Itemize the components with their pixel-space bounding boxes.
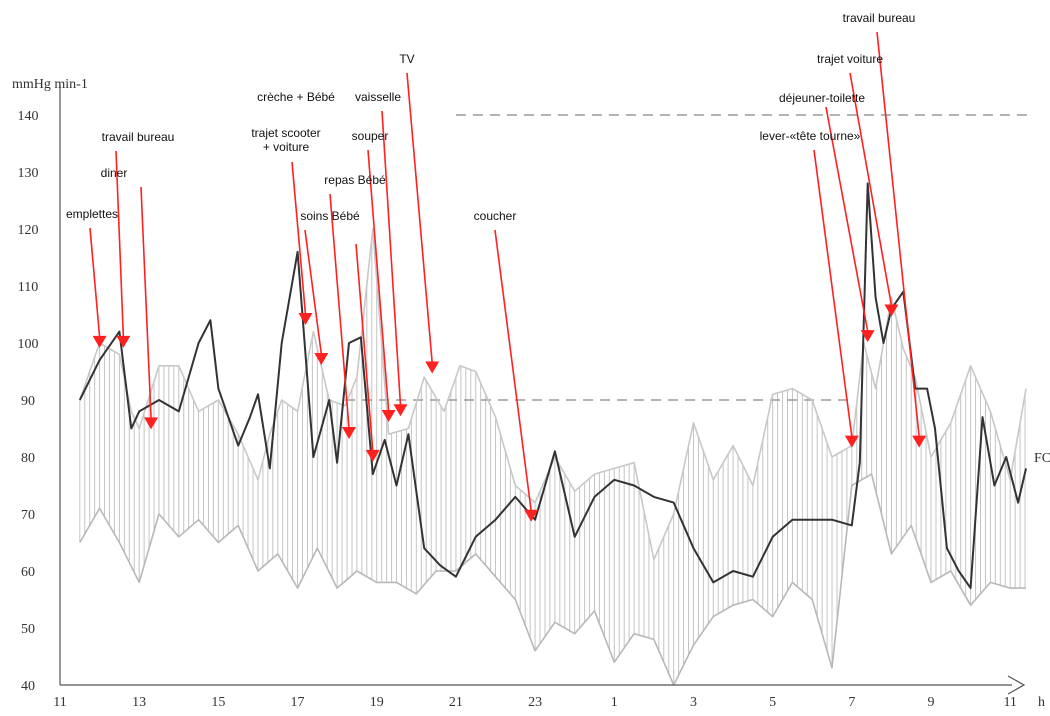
annotation-arrow-head: [381, 409, 396, 422]
annotation-label: trajet voiture: [817, 52, 883, 66]
series-line-lower: [79, 473, 1026, 686]
annotation-label: souper: [352, 129, 389, 143]
annotation-label-line: TV: [399, 52, 414, 66]
annotation-label: vaisselle: [355, 90, 401, 104]
annotation-label-line: diner: [101, 166, 128, 180]
annotation-arrow-line: [494, 229, 532, 511]
annotation-label: TV: [399, 52, 414, 66]
x-tick-label: 11: [1003, 695, 1016, 710]
x-tick-label: 21: [449, 695, 463, 710]
annotation-arrow-line: [849, 72, 893, 306]
y-tick-label: 100: [18, 337, 39, 352]
annotation-arrow-head: [365, 449, 380, 462]
annotation-label-line: déjeuner-toilette: [779, 91, 865, 105]
y-tick-label: 40: [21, 679, 35, 694]
x-axis-label: h: [1038, 695, 1045, 710]
annotation-arrow-head: [144, 417, 159, 430]
x-tick-label: 7: [848, 695, 855, 710]
y-tick-label: 140: [18, 109, 39, 124]
annotation-arrow-line: [329, 193, 350, 429]
annotation-label: crèche + Bébé: [257, 90, 335, 104]
annotation-label: soins Bébé: [300, 209, 360, 223]
annotation-label-line: soins Bébé: [300, 209, 360, 223]
annotation-label: travail bureau: [102, 130, 175, 144]
annotation-arrow-head: [393, 404, 408, 417]
y-tick-label: 120: [18, 223, 39, 238]
annotation-arrow-line: [825, 106, 869, 332]
annotation-arrow-line: [813, 149, 853, 437]
x-tick-label: 11: [53, 695, 66, 710]
annotation-arrow-head: [314, 352, 329, 365]
annotation-label-line: coucher: [474, 209, 517, 223]
annotation-arrow-line: [89, 227, 101, 337]
annotation-label: trajet scooter + voiture: [251, 126, 320, 154]
annotation-arrow-head: [912, 435, 927, 448]
annotation-label-line: vaisselle: [355, 90, 401, 104]
x-tick-label: 1: [611, 695, 618, 710]
annotation-arrow-line: [406, 72, 433, 363]
x-tick-label: 17: [291, 695, 305, 710]
y-tick-label: 60: [21, 565, 35, 580]
x-tick-label: 23: [528, 695, 542, 710]
y-tick-label: 80: [21, 451, 35, 466]
x-tick-label: 5: [769, 695, 776, 710]
reference-lines: [345, 114, 1030, 401]
annotation-label-line: lever-«tête tourne»: [760, 129, 861, 143]
annotation-label: diner: [101, 166, 128, 180]
annotation-arrow-head: [524, 509, 539, 522]
annotation-label: déjeuner-toilette: [779, 91, 865, 105]
series-line-upper: [79, 228, 1027, 561]
annotation-label: emplettes: [66, 207, 118, 221]
annotation-label: lever-«tête tourne»: [760, 129, 861, 143]
annotation-arrow-head: [298, 313, 313, 326]
annotation-arrow-head: [844, 435, 859, 448]
y-tick-label: 90: [21, 394, 35, 409]
y-tick-label: 50: [21, 622, 35, 637]
x-tick-label: 19: [370, 695, 384, 710]
annotation-arrow-line: [140, 186, 152, 419]
x-axis-arrow: [1007, 675, 1026, 695]
annotation-label-line: travail bureau: [843, 11, 916, 25]
y-tick-label: 110: [18, 280, 38, 295]
y-tick-label: 130: [18, 166, 39, 181]
annotation-arrow-head: [425, 361, 440, 374]
annotation-arrow-line: [304, 229, 323, 355]
annotation-arrow-head: [884, 304, 899, 317]
annotation-label-line: + voiture: [263, 140, 310, 154]
annotation-label-line: trajet scooter: [251, 126, 320, 140]
y-axis-label: mmHg min-1: [12, 77, 88, 92]
annotation-label-line: repas Bébé: [324, 173, 386, 187]
axes: [59, 85, 1026, 695]
annotation-label-line: souper: [352, 129, 389, 143]
x-tick-label: 3: [690, 695, 697, 710]
annotation-arrow-head: [116, 335, 131, 348]
annotation-arrow-line: [355, 243, 374, 451]
hatch-fill-layer: [79, 238, 1026, 685]
annotation-label: coucher: [474, 209, 517, 223]
annotation-label-line: emplettes: [66, 207, 118, 221]
annotation-label-line: trajet voiture: [817, 52, 883, 66]
x-tick-label: 9: [928, 695, 935, 710]
annotation-arrow-line: [115, 150, 125, 337]
annotations-layer: [89, 31, 927, 522]
annotation-label-line: travail bureau: [102, 130, 175, 144]
annotation-arrow-head: [92, 335, 107, 348]
x-tick-label: 15: [211, 695, 225, 710]
series-label: FC: [1034, 451, 1050, 466]
annotation-arrow-line: [367, 149, 390, 412]
annotation-arrow-line: [876, 31, 920, 437]
annotation-arrow-line: [381, 110, 402, 406]
annotation-arrow-head: [342, 427, 357, 440]
annotation-label: repas Bébé: [324, 173, 386, 187]
annotation-label-line: crèche + Bébé: [257, 90, 335, 104]
y-tick-label: 70: [21, 508, 35, 523]
annotation-label: travail bureau: [843, 11, 916, 25]
annotation-arrow-line: [291, 161, 307, 315]
x-tick-label: 13: [132, 695, 146, 710]
series-layer: [78, 182, 1027, 686]
annotation-arrow-head: [860, 330, 875, 343]
